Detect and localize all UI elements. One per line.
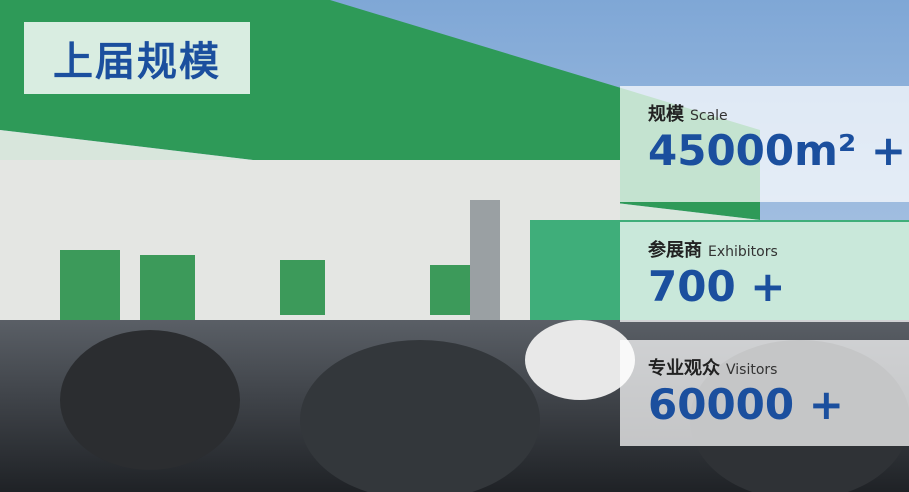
stat-value: 700 +: [648, 262, 786, 311]
stat-sublabel: Scale: [690, 108, 728, 124]
section-title: 上届规模: [53, 39, 221, 85]
stat-value: 45000m² +: [648, 126, 907, 175]
stat-sublabel: Exhibitors: [708, 244, 778, 260]
stat-sublabel: Visitors: [726, 362, 778, 378]
stat-value: 60000 +: [648, 380, 844, 429]
stat-label: 专业观众 Visitors: [648, 358, 778, 379]
stat-card: 参展商 Exhibitors 700 +: [620, 222, 909, 322]
stat-label: 规模 Scale: [648, 104, 728, 125]
stat-label: 参展商 Exhibitors: [648, 240, 778, 261]
stat-card: 专业观众 Visitors 60000 +: [620, 340, 909, 446]
title-box: 上届规模: [24, 22, 250, 94]
stat-card: 规模 Scale 45000m² +: [620, 86, 909, 202]
